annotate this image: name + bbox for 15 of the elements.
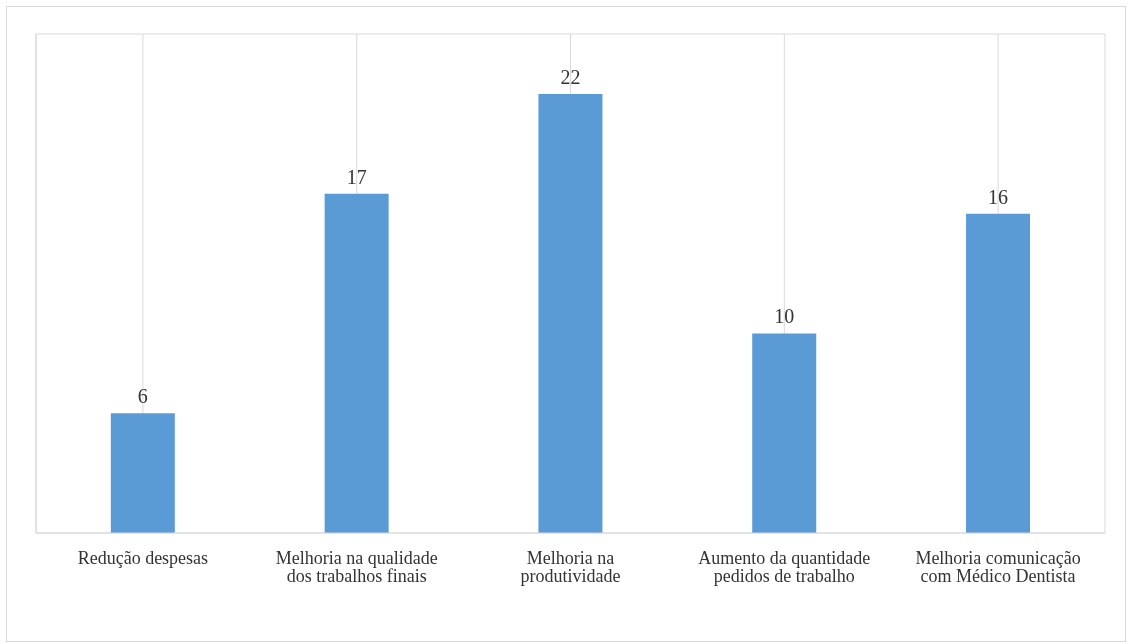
bar (324, 193, 389, 533)
x-tick-label: Melhoria na qualidade dos trabalhos finais (275, 547, 438, 586)
bar (966, 213, 1031, 533)
x-tick-label: Aumento da quantidade pedidos de trabalho (698, 547, 871, 586)
x-tick-label: Melhoria na produtividade (520, 547, 621, 586)
x-tick-label: Redução despesas (77, 547, 209, 568)
bar (538, 93, 603, 533)
bar (110, 413, 175, 533)
data-label: 22 (560, 65, 581, 88)
data-label: 6 (137, 385, 148, 408)
bar (752, 333, 817, 533)
data-label: 10 (774, 305, 795, 328)
data-label: 16 (988, 185, 1009, 208)
data-label: 17 (346, 165, 367, 188)
x-tick-label: Melhoria comunicação com Médico Dentista (915, 547, 1081, 586)
